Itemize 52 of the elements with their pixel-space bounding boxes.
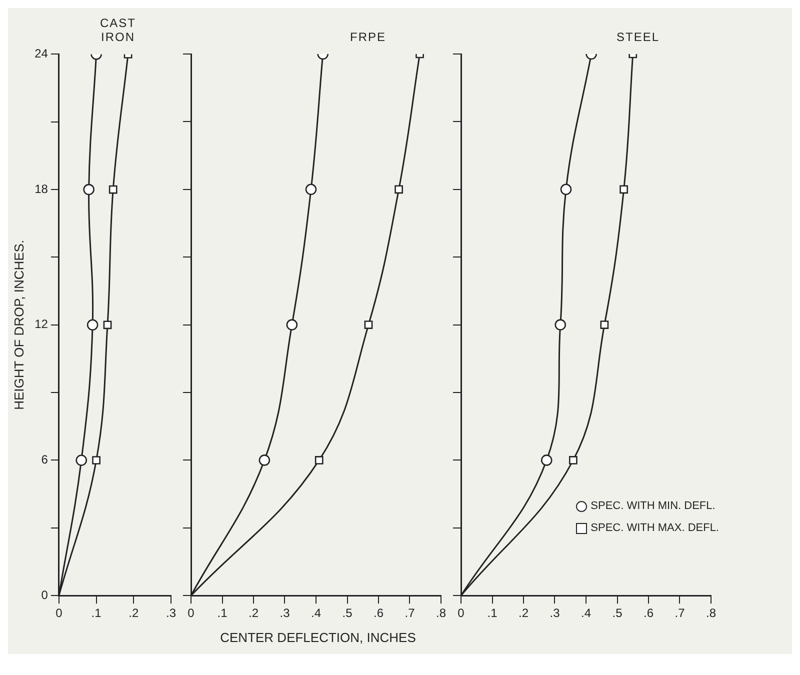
y-tick-label: 18 (34, 182, 48, 196)
x-tick-label: .3 (166, 606, 176, 620)
chart-title: FRPE (348, 30, 387, 44)
y-tick-label: 0 (41, 588, 48, 602)
point (83, 184, 94, 196)
x-tick-label: .6 (373, 606, 384, 620)
point (364, 320, 373, 329)
point (108, 185, 118, 194)
x-tick-label: .2 (518, 606, 529, 620)
x-tick-label: .8 (436, 606, 446, 620)
y-tick-label: 24 (34, 46, 48, 61)
y-tick-label: 6 (41, 452, 48, 467)
point (560, 184, 572, 196)
y-axis-title: HEIGHT OF DROP, INCHES. (11, 240, 26, 410)
point (620, 185, 628, 194)
x-tick-label: .4 (580, 606, 592, 620)
point (258, 454, 270, 466)
point (103, 320, 112, 330)
x-tick-label: .4 (310, 606, 322, 620)
point (540, 454, 552, 466)
chart-title: CAST IRON (98, 16, 137, 44)
point (600, 320, 609, 329)
x-tick-label: .1 (91, 606, 102, 620)
point (569, 456, 578, 464)
point (554, 319, 566, 330)
x-tick-label: 0 (188, 606, 195, 620)
legend-label: SPEC. WITH MAX. DEFL. (590, 522, 719, 534)
x-tick-label: .2 (248, 606, 259, 620)
x-tick-label: .1 (487, 606, 498, 620)
y-tick-label: 12 (34, 317, 48, 332)
x-tick-label: .3 (550, 606, 560, 620)
x-tick-label: .5 (342, 606, 353, 620)
x-tick-label: .3 (280, 606, 290, 620)
x-tick-label: 0 (458, 606, 465, 620)
point (86, 319, 98, 331)
x-tick-label: .7 (674, 606, 686, 620)
point (305, 184, 317, 196)
x-tick-label: .8 (706, 606, 716, 620)
point (286, 319, 298, 330)
x-tick-label: .7 (404, 606, 416, 620)
x-axis-title: CENTER DEFLECTION, INCHES (219, 629, 417, 647)
legend-label: SPEC. WITH MIN. DEFL. (590, 500, 716, 512)
x-tick-label: 0 (56, 606, 63, 620)
point (76, 454, 88, 466)
chart-title: STEEL (615, 30, 660, 44)
x-tick-label: .6 (643, 606, 654, 620)
x-tick-label: .2 (128, 606, 139, 620)
x-tick-label: .5 (612, 606, 623, 620)
point (314, 456, 324, 464)
x-tick-label: .1 (217, 606, 228, 620)
point (394, 185, 403, 194)
point (92, 456, 100, 464)
